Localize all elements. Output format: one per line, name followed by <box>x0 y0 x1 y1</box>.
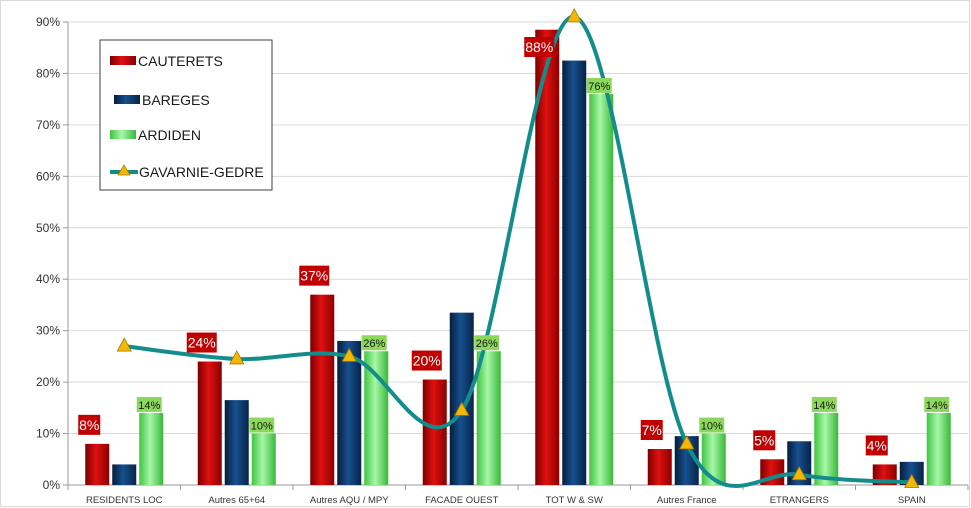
data-label-box-cauterets <box>640 419 663 440</box>
bar-bareges <box>224 400 249 485</box>
data-label-box-ardiden <box>586 78 612 94</box>
data-label-box-ardiden <box>699 417 725 433</box>
y-tick-label: 60% <box>36 169 60 183</box>
bar-ardiden <box>139 412 164 485</box>
legend-swatch-ardiden <box>110 130 136 139</box>
x-tick-label: FACADE OUEST <box>425 495 499 506</box>
data-label-ardiden: 26% <box>363 338 385 350</box>
data-label-ardiden: 10% <box>701 421 723 433</box>
bar-cauterets <box>647 448 672 485</box>
data-label-cauterets: 37% <box>300 268 328 284</box>
data-label-cauterets: 8% <box>79 417 99 433</box>
legend-label-bareges: BAREGES <box>142 92 210 108</box>
data-label-box-ardiden <box>474 335 500 351</box>
bar-ardiden <box>814 412 839 485</box>
bar-ardiden <box>251 433 276 485</box>
data-label-box-cauterets <box>524 37 555 57</box>
marker-gavarnie-gedre <box>341 347 357 362</box>
legend: CAUTERETS BAREGES ARDIDEN GAVARNIE-GEDRE <box>99 39 273 191</box>
data-label-box-cauterets <box>299 265 330 286</box>
data-label-box-ardiden <box>811 396 837 412</box>
marker-gavarnie-gedre <box>116 337 132 352</box>
x-tick-label: Autres France <box>657 495 717 506</box>
data-label-ardiden: 26% <box>476 338 498 350</box>
bar-ardiden <box>476 351 501 485</box>
x-tick-label: Autres 65+64 <box>208 495 265 506</box>
marker-gavarnie-gedre <box>679 435 695 450</box>
bar-ardiden <box>589 94 614 486</box>
x-tick-label: Autres AQU / MPY <box>310 495 389 506</box>
data-label-cauterets: 20% <box>413 353 441 369</box>
bar-cauterets <box>535 29 560 485</box>
bar-bareges <box>899 461 924 485</box>
data-label-cauterets: 4% <box>867 437 887 453</box>
bar-cauterets <box>422 379 447 485</box>
legend-label-gavarnie: GAVARNIE-GEDRE <box>139 164 264 180</box>
bar-cauterets <box>197 361 222 485</box>
y-tick-label: 10% <box>36 427 60 441</box>
data-label-ardiden: 14% <box>813 400 835 412</box>
y-tick-label: 30% <box>36 324 60 338</box>
bar-ardiden <box>701 433 726 485</box>
data-label-cauterets: 24% <box>188 335 216 351</box>
bar-bareges <box>112 464 137 485</box>
legend-label-ardiden: ARDIDEN <box>138 127 201 143</box>
x-tick-label: ETRANGERS <box>770 495 829 506</box>
legend-swatch-bareges <box>114 95 140 104</box>
y-tick-label: 0% <box>43 478 61 492</box>
bar-ardiden <box>926 412 951 485</box>
marker-gavarnie-gedre <box>904 473 920 488</box>
data-label-cauterets: 5% <box>754 432 774 448</box>
x-tick-label: RESIDENTS LOC <box>86 495 163 506</box>
bar-bareges <box>562 60 587 485</box>
legend-swatch-cauterets <box>110 56 136 65</box>
y-tick-label: 40% <box>36 272 60 286</box>
data-label-cauterets: 88% <box>525 39 553 55</box>
data-label-box-ardiden <box>361 335 387 351</box>
y-tick-label: 80% <box>36 66 60 80</box>
marker-gavarnie-gedre <box>229 350 245 365</box>
legend-label-cauterets: CAUTERETS <box>138 53 223 69</box>
y-tick-label: 70% <box>36 118 60 132</box>
data-label-box-cauterets <box>186 332 217 353</box>
data-label-ardiden: 76% <box>588 81 610 93</box>
marker-gavarnie-gedre <box>566 8 582 23</box>
data-label-box-cauterets <box>411 350 442 371</box>
y-tick-label: 20% <box>36 375 60 389</box>
data-label-box-cauterets <box>753 430 776 451</box>
data-label-box-cauterets <box>78 414 101 435</box>
marker-gavarnie-gedre <box>791 465 807 481</box>
data-label-ardiden: 14% <box>926 400 948 412</box>
data-label-ardiden: 10% <box>251 421 273 433</box>
y-tick-label: 50% <box>36 221 60 235</box>
marker-gavarnie-gedre <box>454 401 470 416</box>
data-label-box-ardiden <box>924 396 950 412</box>
bar-cauterets <box>310 294 335 485</box>
data-label-cauterets: 7% <box>642 422 662 438</box>
y-tick-label: 90% <box>36 15 60 29</box>
x-tick-label: TOT W & SW <box>546 495 603 506</box>
data-label-ardiden: 14% <box>138 400 160 412</box>
x-tick-label: SPAIN <box>898 495 926 506</box>
series-line-gavarnie-gedre <box>124 14 912 489</box>
bar-cauterets <box>85 443 110 485</box>
bar-bareges <box>449 312 474 485</box>
bar-bareges <box>337 340 362 485</box>
data-label-box-ardiden <box>249 417 275 433</box>
bar-ardiden <box>364 351 389 485</box>
legend-marker-gavarnie <box>117 164 131 176</box>
data-label-box-ardiden <box>136 396 162 412</box>
data-label-box-cauterets <box>865 435 888 456</box>
